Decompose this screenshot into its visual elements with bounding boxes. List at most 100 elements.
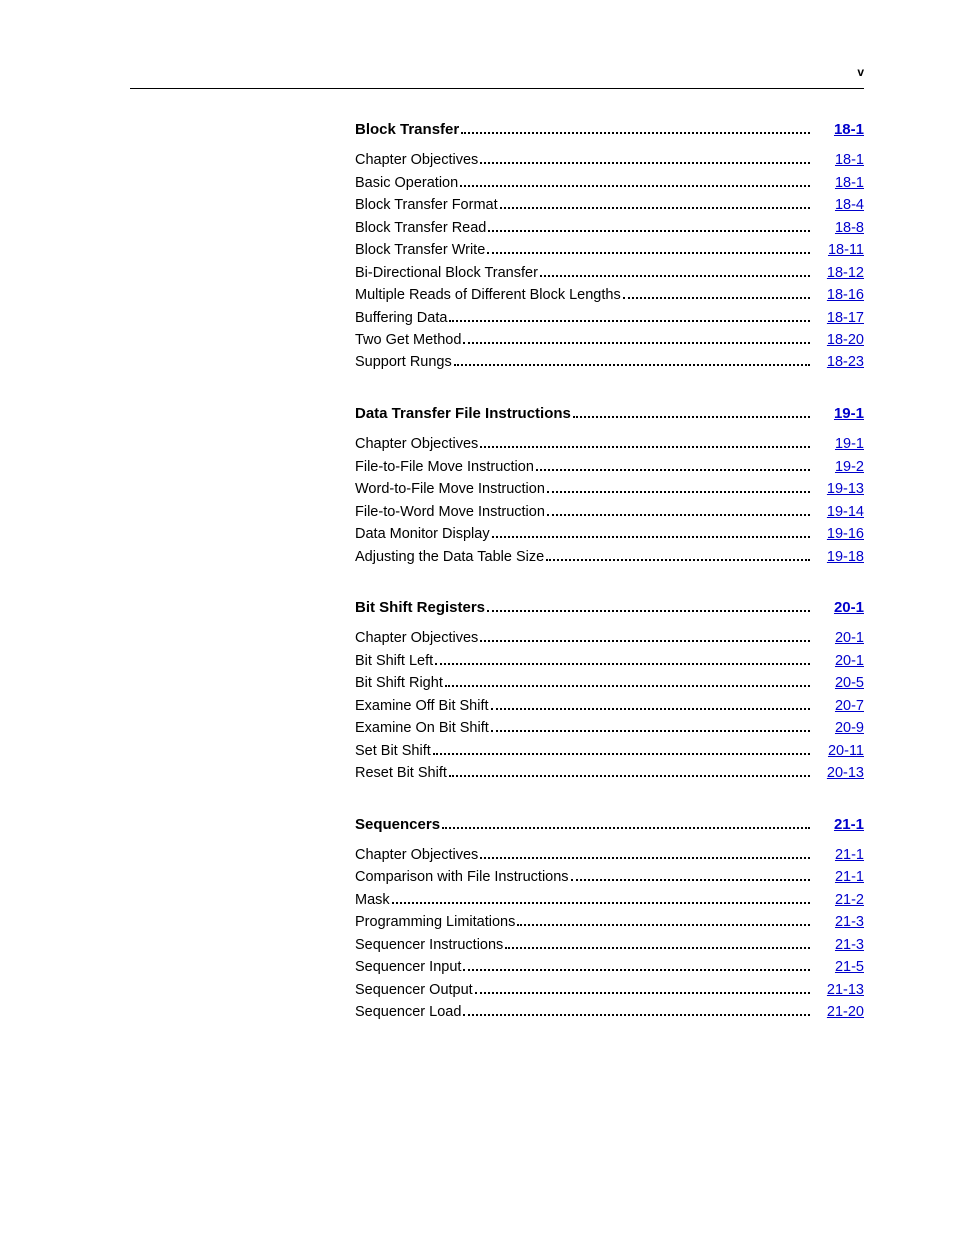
toc-page-link[interactable]: 21-5 [812, 956, 864, 978]
toc-entry: Sequencer Load 21-20 [355, 1001, 864, 1023]
toc-entry-label: Bit Shift Left [355, 650, 433, 672]
toc-page-link[interactable]: 21-1 [812, 866, 864, 888]
toc-page-link[interactable]: 19-2 [812, 456, 864, 478]
toc-page-link[interactable]: 21-13 [812, 979, 864, 1001]
toc-entry: Bi-Directional Block Transfer 18-12 [355, 262, 864, 284]
leader-dots [460, 176, 810, 187]
toc-entry-label: Buffering Data [355, 307, 447, 329]
toc-entry-label: Two Get Method [355, 329, 461, 351]
leader-dots [480, 438, 810, 449]
toc-page-link[interactable]: 18-23 [812, 351, 864, 373]
toc-page-link[interactable]: 20-1 [812, 627, 864, 649]
toc-entry: Block Transfer Read 18-8 [355, 217, 864, 239]
toc-entry: Support Rungs 18-23 [355, 351, 864, 373]
toc-entry-label: Bi-Directional Block Transfer [355, 262, 538, 284]
leader-dots [449, 311, 810, 322]
leader-dots [488, 221, 810, 232]
toc-page-link[interactable]: 18-16 [812, 284, 864, 306]
toc-entry-label: Sequencer Input [355, 956, 461, 978]
toc-entry-label: Sequencer Output [355, 979, 473, 1001]
toc-page-link[interactable]: 19-18 [812, 546, 864, 568]
toc-page-link[interactable]: 20-5 [812, 672, 864, 694]
toc-section-title: Sequencers [355, 813, 440, 836]
toc-entry: Sequencer Output 21-13 [355, 979, 864, 1001]
toc-page-link[interactable]: 19-14 [812, 501, 864, 523]
toc-entry-label: Adjusting the Data Table Size [355, 546, 544, 568]
leader-dots [547, 505, 810, 516]
toc-page-link[interactable]: 18-17 [812, 307, 864, 329]
leader-dots [547, 482, 810, 493]
toc-entry-label: Bit Shift Right [355, 672, 443, 694]
toc-page-link[interactable]: 18-8 [812, 217, 864, 239]
toc-page-link[interactable]: 18-12 [812, 262, 864, 284]
leader-dots [573, 407, 810, 418]
toc-entry-label: Chapter Objectives [355, 149, 478, 171]
toc-page-link[interactable]: 21-1 [812, 813, 864, 836]
toc-entry: File-to-File Move Instruction 19-2 [355, 456, 864, 478]
toc-page-link[interactable]: 21-2 [812, 889, 864, 911]
leader-dots [487, 601, 810, 612]
toc-page-link[interactable]: 19-16 [812, 523, 864, 545]
toc-entry: Bit Shift Left 20-1 [355, 650, 864, 672]
leader-dots [546, 550, 810, 561]
toc-page-link[interactable]: 18-1 [812, 118, 864, 141]
toc-entry: Data Monitor Display 19-16 [355, 523, 864, 545]
toc-section: Bit Shift Registers 20-1Chapter Objectiv… [355, 596, 864, 785]
leader-dots [454, 356, 810, 367]
toc-page-link[interactable]: 20-9 [812, 717, 864, 739]
toc-page-link[interactable]: 21-3 [812, 911, 864, 933]
leader-dots [491, 721, 810, 732]
toc-entry: Chapter Objectives 20-1 [355, 627, 864, 649]
toc-section: Sequencers 21-1Chapter Objectives 21-1Co… [355, 813, 864, 1024]
toc-entry-label: Block Transfer Read [355, 217, 486, 239]
leader-dots [536, 460, 810, 471]
toc-entry: Chapter Objectives 18-1 [355, 149, 864, 171]
leader-dots [480, 154, 810, 165]
toc-page-link[interactable]: 18-20 [812, 329, 864, 351]
toc-entry-label: Chapter Objectives [355, 627, 478, 649]
toc-entry-label: Set Bit Shift [355, 740, 431, 762]
toc-entry: Word-to-File Move Instruction 19-13 [355, 478, 864, 500]
toc-page-link[interactable]: 20-11 [812, 740, 864, 762]
toc-page-link[interactable]: 18-1 [812, 149, 864, 171]
toc-entry-label: Multiple Reads of Different Block Length… [355, 284, 621, 306]
toc-page-link[interactable]: 20-7 [812, 695, 864, 717]
leader-dots [463, 333, 810, 344]
toc-page-link[interactable]: 20-1 [812, 596, 864, 619]
toc-entry: Block Transfer Format 18-4 [355, 194, 864, 216]
toc-entry-label: Programming Limitations [355, 911, 515, 933]
toc-entry: Two Get Method 18-20 [355, 329, 864, 351]
toc-page: v Block Transfer 18-1Chapter Objectives … [0, 0, 954, 1235]
toc-entry: Set Bit Shift 20-11 [355, 740, 864, 762]
toc-page-link[interactable]: 20-13 [812, 762, 864, 784]
toc-entry-label: Support Rungs [355, 351, 452, 373]
toc-entry-label: Block Transfer Write [355, 239, 485, 261]
toc-entry-label: Sequencer Load [355, 1001, 461, 1023]
leader-dots [480, 632, 810, 643]
leader-dots [475, 983, 810, 994]
toc-entry: Examine Off Bit Shift 20-7 [355, 695, 864, 717]
toc-section-title: Data Transfer File Instructions [355, 402, 571, 425]
toc-page-link[interactable]: 18-11 [812, 239, 864, 261]
toc-entry-label: Comparison with File Instructions [355, 866, 569, 888]
toc-page-link[interactable]: 21-3 [812, 934, 864, 956]
toc-entry-label: Data Monitor Display [355, 523, 490, 545]
toc-page-link[interactable]: 19-13 [812, 478, 864, 500]
leader-dots [435, 654, 810, 665]
toc-page-link[interactable]: 18-1 [812, 172, 864, 194]
toc-page-link[interactable]: 19-1 [812, 433, 864, 455]
toc-section-title: Block Transfer [355, 118, 459, 141]
toc-page-link[interactable]: 21-1 [812, 844, 864, 866]
leader-dots [463, 960, 810, 971]
toc-page-link[interactable]: 19-1 [812, 402, 864, 425]
toc-entry: Programming Limitations 21-3 [355, 911, 864, 933]
page-number: v [857, 65, 864, 79]
leader-dots [392, 893, 810, 904]
toc-page-link[interactable]: 20-1 [812, 650, 864, 672]
toc-entry: Chapter Objectives 21-1 [355, 844, 864, 866]
leader-dots [442, 818, 810, 829]
toc-entry-label: Block Transfer Format [355, 194, 498, 216]
toc-page-link[interactable]: 21-20 [812, 1001, 864, 1023]
toc-entry-label: Chapter Objectives [355, 433, 478, 455]
toc-page-link[interactable]: 18-4 [812, 194, 864, 216]
